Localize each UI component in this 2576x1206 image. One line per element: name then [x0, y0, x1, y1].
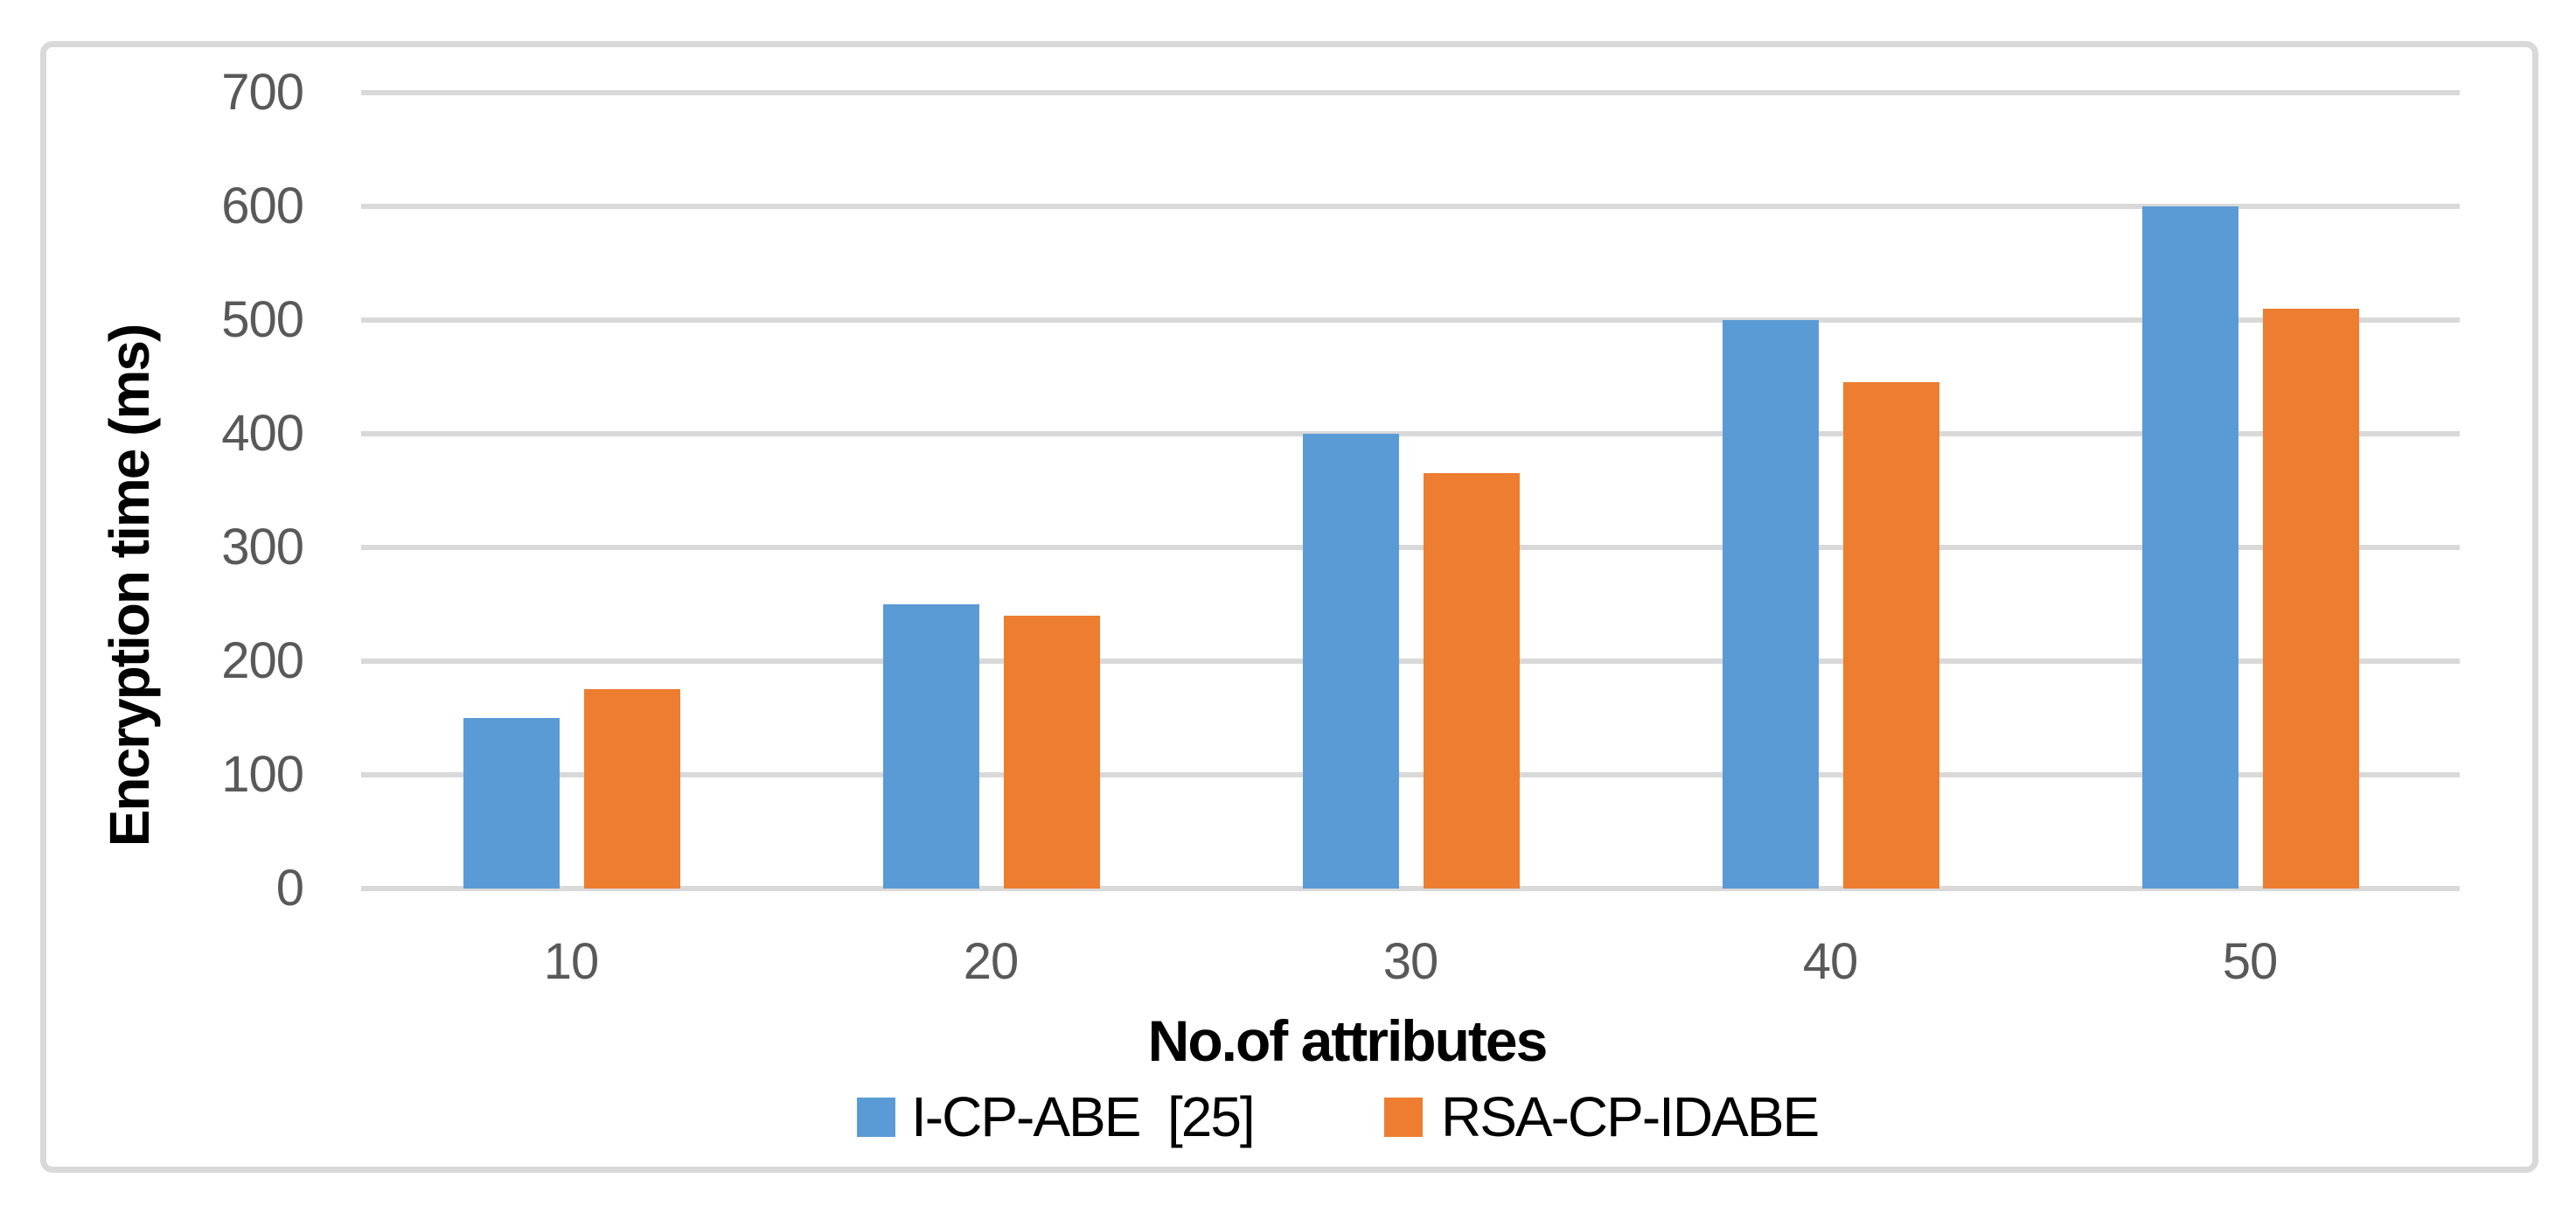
gridline-300 [361, 545, 2460, 550]
gridline-600 [361, 204, 2460, 209]
legend-swatch-i-cp-abe [857, 1098, 895, 1137]
y-tick-label-0: 0 [275, 860, 304, 917]
legend-swatch-rsa-cp-idabe [1384, 1098, 1423, 1137]
gridline-500 [361, 317, 2460, 323]
legend-label-i-cp-abe: I-CP-ABE [25] [911, 1085, 1256, 1148]
y-tick-label-300: 300 [221, 519, 304, 575]
gridline-700 [361, 90, 2460, 95]
gridline-0 [361, 886, 2460, 891]
bar-series0-cat30 [1303, 434, 1399, 889]
bar-series0-cat50 [2142, 206, 2238, 889]
legend-label-rsa-cp-idabe: RSA-CP-IDABE [1441, 1085, 1820, 1148]
bar-series1-cat20 [1004, 616, 1100, 889]
x-category-label-10: 10 [543, 933, 600, 990]
gridline-100 [361, 772, 2460, 777]
y-tick-label-600: 600 [221, 178, 304, 234]
x-category-label-20: 20 [963, 933, 1020, 990]
bar-series0-cat40 [1723, 320, 1819, 889]
bar-series0-cat20 [883, 604, 979, 889]
bar-series1-cat50 [2263, 309, 2359, 889]
y-tick-label-200: 200 [221, 632, 304, 689]
bar-series0-cat10 [463, 718, 560, 889]
gridline-200 [361, 659, 2460, 664]
chart-outer-frame [40, 41, 2538, 1173]
y-tick-label-400: 400 [221, 405, 304, 462]
x-category-label-30: 30 [1382, 933, 1439, 990]
x-category-label-40: 40 [1802, 933, 1859, 990]
y-tick-label-700: 700 [221, 64, 304, 121]
bar-series1-cat30 [1424, 473, 1520, 889]
y-tick-label-100: 100 [221, 746, 304, 803]
bar-series1-cat40 [1843, 382, 1939, 889]
x-category-label-50: 50 [2222, 933, 2279, 990]
bar-series1-cat10 [584, 689, 680, 889]
y-tick-label-500: 500 [221, 291, 304, 348]
gridline-400 [361, 431, 2460, 436]
x-axis-title: No.of attributes [1147, 1008, 1549, 1073]
